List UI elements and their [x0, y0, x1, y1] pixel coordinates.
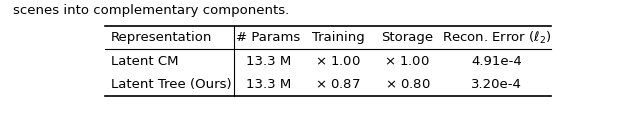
Text: scenes into complementary components.: scenes into complementary components.: [13, 4, 289, 17]
